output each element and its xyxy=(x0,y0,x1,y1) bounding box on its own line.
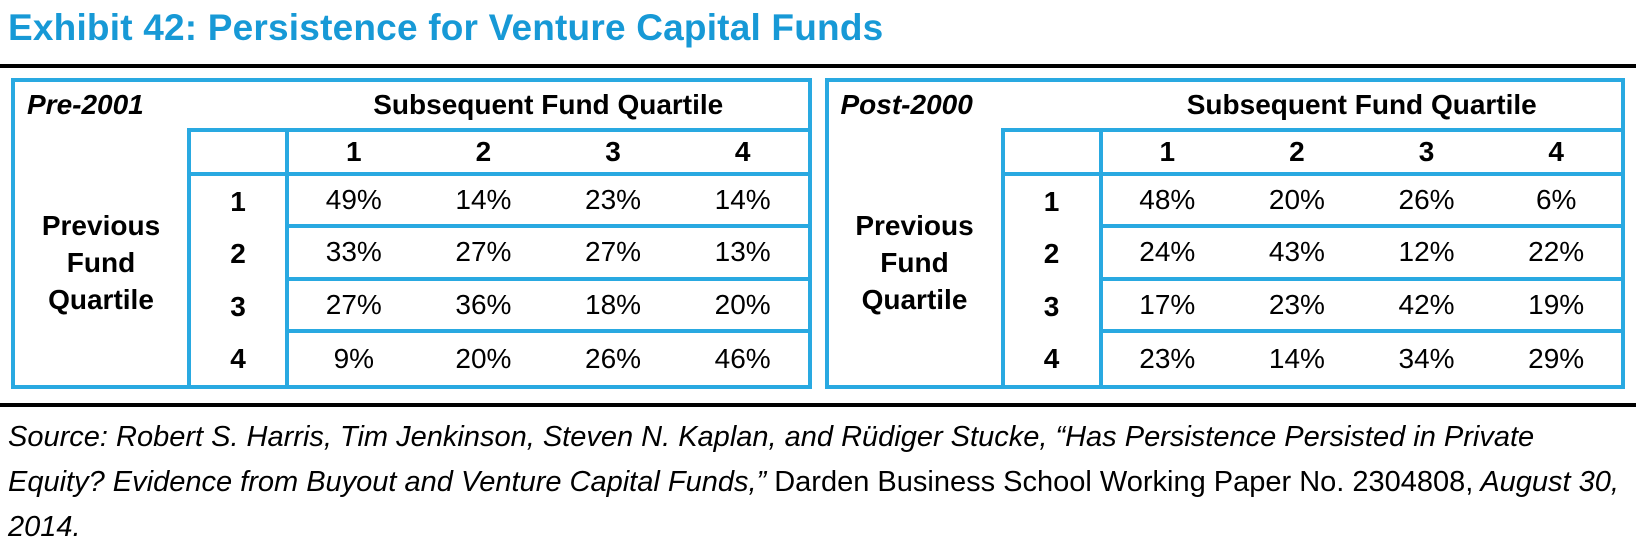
bottom-divider-rule xyxy=(0,403,1636,407)
exhibit-title: Exhibit 42: Persistence for Venture Capi… xyxy=(8,7,884,48)
column-header: 2 xyxy=(1232,128,1362,176)
quartile-matrix: 1 2 3 4 1 49% 14% 23% 14% 2 33% 27% 27% … xyxy=(187,128,808,385)
data-cell: 23% xyxy=(1139,342,1196,374)
data-cell: 14% xyxy=(418,176,549,229)
subsequent-fund-quartile-header: Subsequent Fund Quartile xyxy=(373,89,724,120)
row-label: 2 xyxy=(187,228,289,281)
top-divider-rule xyxy=(0,64,1636,68)
column-header: 3 xyxy=(1361,128,1492,176)
period-label-post-2000: Post-2000 xyxy=(840,89,973,120)
row-label: 3 xyxy=(187,280,289,333)
column-header: 3 xyxy=(548,128,678,176)
source-note: Source: Robert S. Harris, Tim Jenkinson,… xyxy=(8,415,1624,546)
data-cell: 23% xyxy=(548,176,678,229)
source-text-italic-1: Source: Robert S. Harris, Tim Jenkinson,… xyxy=(8,421,1535,498)
pre-2001-table: Pre-2001 Subsequent Fund Quartile Previo… xyxy=(11,78,812,389)
data-cell: 14% xyxy=(677,176,808,229)
data-cell: 36% xyxy=(418,281,549,333)
row-label: 3 xyxy=(1000,280,1103,333)
data-cell: 26% xyxy=(585,342,642,374)
data-cell: 34% xyxy=(1398,342,1455,374)
data-cell: 49% xyxy=(289,176,419,229)
source-text-regular: Darden Business School Working Paper No.… xyxy=(774,466,1474,498)
column-header: 1 xyxy=(289,128,419,176)
previous-fund-quartile-label: Previous Fund Quartile xyxy=(855,210,974,315)
data-cell: 26% xyxy=(1361,176,1492,229)
row-label: 1 xyxy=(187,176,289,229)
source-text-italic-2: August 30, 2014. xyxy=(8,466,1619,543)
previous-fund-quartile-label: Previous Fund Quartile xyxy=(41,210,161,315)
data-cell: 13% xyxy=(677,228,808,281)
column-header: 1 xyxy=(1102,128,1233,176)
data-cell: 6% xyxy=(1491,176,1621,229)
row-label: 2 xyxy=(1000,228,1103,281)
data-cell: 27% xyxy=(418,228,549,281)
period-label-pre-2001: Pre-2001 xyxy=(27,89,144,120)
data-cell: 9% xyxy=(333,342,375,374)
data-cell: 20% xyxy=(1232,176,1362,229)
data-cell: 48% xyxy=(1102,176,1233,229)
data-cell: 23% xyxy=(1232,281,1362,333)
post-2000-table: Post-2000 Subsequent Fund Quartile Previ… xyxy=(824,78,1625,389)
data-cell: 43% xyxy=(1232,228,1362,281)
data-cell: 12% xyxy=(1361,228,1492,281)
quartile-matrix: 1 2 3 4 1 48% 20% 26% 6% 2 24% 43% 12% 2… xyxy=(1000,128,1621,385)
data-cell: 46% xyxy=(714,342,771,374)
data-cell: 17% xyxy=(1102,281,1233,333)
row-label: 4 xyxy=(1000,332,1103,385)
data-cell: 19% xyxy=(1491,281,1621,333)
data-cell: 14% xyxy=(1268,342,1325,374)
matrix-corner-cell xyxy=(187,128,289,176)
data-cell: 27% xyxy=(289,281,419,333)
column-header: 4 xyxy=(1491,128,1621,176)
data-cell: 24% xyxy=(1102,228,1233,281)
row-label: 4 xyxy=(187,332,289,385)
column-header: 4 xyxy=(677,128,808,176)
tables-row: Pre-2001 Subsequent Fund Quartile Previo… xyxy=(11,78,1625,389)
data-cell: 29% xyxy=(1528,342,1585,374)
subsequent-fund-quartile-header: Subsequent Fund Quartile xyxy=(1186,89,1537,120)
data-cell: 33% xyxy=(289,228,419,281)
data-cell: 27% xyxy=(548,228,678,281)
data-cell: 42% xyxy=(1361,281,1492,333)
row-label: 1 xyxy=(1000,176,1103,229)
data-cell: 20% xyxy=(677,281,808,333)
data-cell: 22% xyxy=(1491,228,1621,281)
matrix-corner-cell xyxy=(1000,128,1103,176)
data-cell: 20% xyxy=(455,342,512,374)
column-header: 2 xyxy=(418,128,549,176)
data-cell: 18% xyxy=(548,281,678,333)
